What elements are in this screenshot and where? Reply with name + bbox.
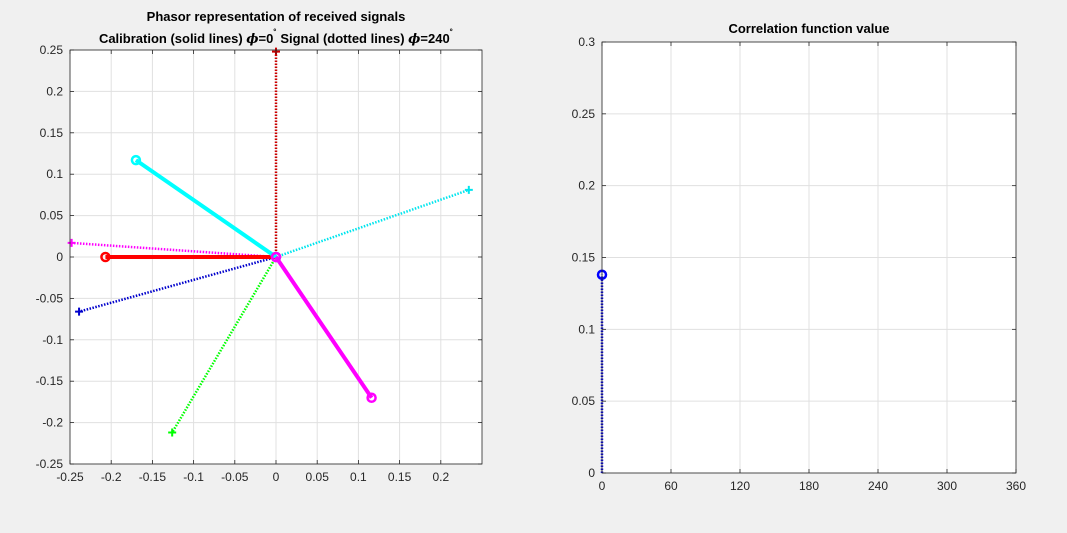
phasor-title: Phasor representation of received signal… [147,9,406,24]
y-tick-label: -0.15 [36,374,64,388]
y-tick-label: 0.25 [40,43,64,57]
signal-phasor-line [71,241,277,259]
calibration-phasor-circle-marker [130,154,142,166]
y-tick-label: 0.2 [46,84,63,98]
subtitle-calibration-label: Calibration (solid lines) [99,31,246,46]
x-tick-label: 360 [1006,479,1026,493]
calibration-phasor-line [134,158,278,259]
x-tick-label: 300 [937,479,957,493]
signal-phasor-line [171,256,278,434]
y-tick-label: 0.05 [572,394,596,408]
subtitle-degree-signal: ˚ [450,28,453,40]
calibration-phasor-line [274,255,374,399]
y-tick-label: 0.2 [578,179,595,193]
x-tick-label: 60 [664,479,678,493]
x-tick-label: 0 [273,470,280,484]
subtitle-calibration-value: =0 [259,31,274,46]
y-tick-label: 0 [56,250,63,264]
subtitle-degree-calibration: ˚ [273,28,276,40]
x-tick-label: 240 [868,479,888,493]
origin-circle-marker [270,251,282,263]
x-tick-label: -0.2 [101,470,122,484]
x-tick-label: -0.15 [139,470,167,484]
phasor-axes: -0.25 -0.2 -0.15 -0.1 -0.05 0 0.05 0.1 0.15 0.2 -0… [36,9,483,484]
x-tick-label: 180 [799,479,819,493]
correlation-tick-labels: 0 60 120 180 240 300 360 0 0.05 0.1 0.15 0.2 0.25 0.3 [572,35,1027,493]
signal-phasor-line [78,255,277,313]
y-tick-label: 0 [588,466,595,480]
calibration-phasor-circle-marker [100,251,111,263]
x-tick-label: 0.2 [432,470,449,484]
y-tick-label: 0.3 [578,35,595,49]
x-tick-label: 0.1 [350,470,367,484]
calibration-phasor-circle-marker [366,392,377,404]
y-tick-label: 0.25 [572,107,596,121]
y-tick-label: 0.05 [40,209,64,223]
x-tick-label: -0.25 [56,470,84,484]
y-tick-label: -0.1 [42,333,63,347]
y-tick-label: 0.1 [578,322,595,336]
y-tick-label: 0.1 [46,167,63,181]
subtitle-signal-label: Signal (dotted lines) [277,31,408,46]
correlation-title: Correlation function value [728,21,889,36]
subtitle-phi-symbol-calibration: ϕ [246,32,258,47]
x-tick-label: 120 [730,479,750,493]
correlation-axes: 0 60 120 180 240 300 360 0 0.05 0.1 0.15 0.2 0.25 0.3… [572,21,1027,493]
signal-phasor-plus-marker [75,307,84,316]
subtitle-phi-symbol-signal: ϕ [408,32,420,47]
y-tick-label: 0.15 [40,126,64,140]
phasor-tick-labels: -0.25 -0.2 -0.15 -0.1 -0.05 0 0.05 0.1 0.15 0.2 -0… [36,43,482,484]
y-tick-label: -0.25 [36,457,64,471]
signal-phasor-line [275,188,470,259]
signal-phasor-plus-marker [168,428,177,437]
signal-phasor-plus-marker [67,238,76,247]
phasor-lines [67,47,473,437]
y-tick-label: 0.15 [572,251,596,265]
x-tick-label: -0.1 [183,470,204,484]
x-tick-label: -0.05 [221,470,249,484]
phasor-subtitle: Calibration (solid lines) ϕ=0˚ Signal (d… [99,28,453,47]
subtitle-signal-value: =240 [420,31,449,46]
y-tick-label: -0.05 [36,291,64,305]
x-tick-label: 0.05 [306,470,330,484]
y-tick-label: -0.2 [42,416,63,430]
signal-phasor-plus-marker [464,185,473,194]
x-tick-label: 0.15 [388,470,412,484]
x-tick-label: 0 [599,479,606,493]
